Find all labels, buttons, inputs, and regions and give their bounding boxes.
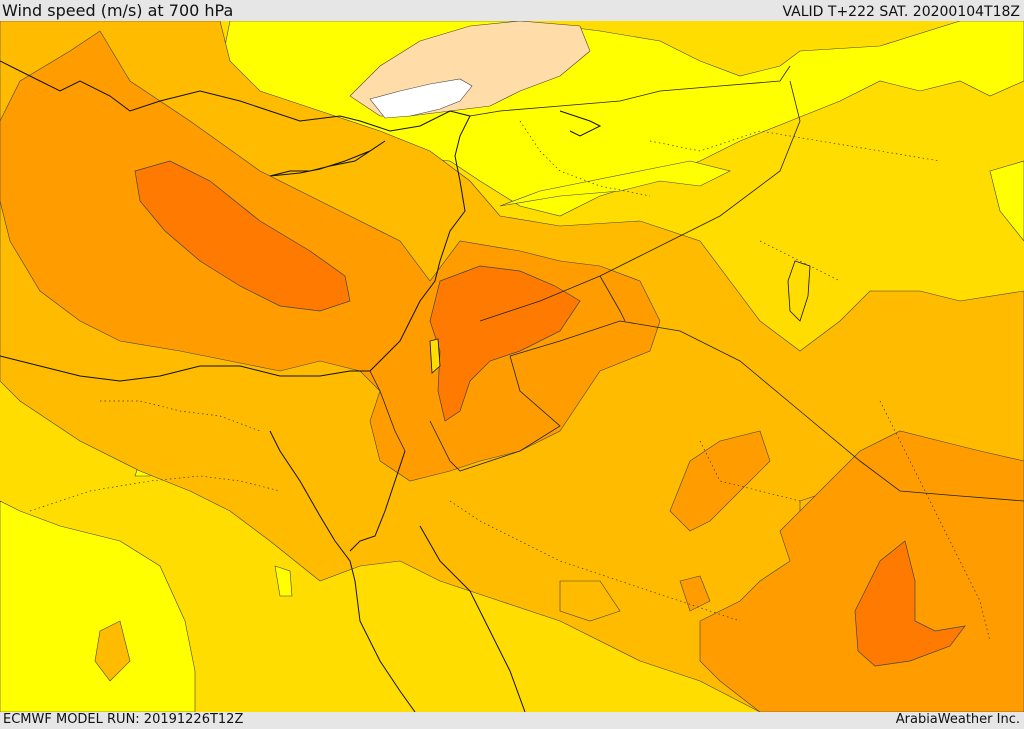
borders: [369, 65, 1024, 502]
map-title: Wind speed (m/s) at 700 hPa: [2, 1, 234, 20]
model-run: ECMWF MODEL RUN: 20191226T12Z: [3, 712, 244, 727]
dark-orange-zones: [134, 160, 966, 667]
credit-text: ArabiaWeather Inc.: [895, 712, 1020, 727]
water-bodies: [429, 260, 811, 374]
footer-bar: ECMWF MODEL RUN: 20191226T12Z ArabiaWeat…: [0, 712, 1024, 729]
valid-time: VALID T+222 SAT. 20200104T18Z: [782, 4, 1020, 20]
wind-speed-map: [0, 21, 1024, 712]
coastlines: [0, 60, 602, 712]
admin-boundaries: [29, 120, 991, 642]
white-zone: [369, 78, 473, 119]
header-bar: Wind speed (m/s) at 700 hPa VALID T+222 …: [0, 0, 1024, 21]
